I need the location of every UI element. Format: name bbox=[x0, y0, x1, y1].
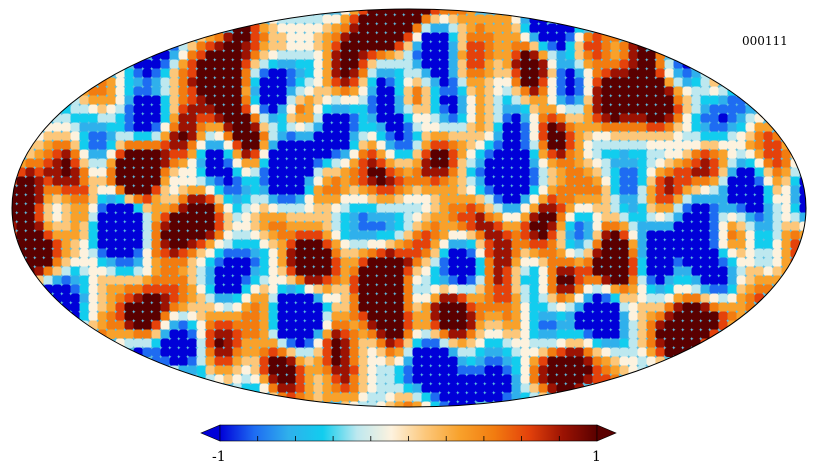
colorbar bbox=[200, 424, 617, 442]
map-outline bbox=[11, 8, 807, 408]
map-field bbox=[12, 9, 806, 407]
map-label: 000111 bbox=[742, 34, 788, 48]
colorbar-ticks bbox=[257, 436, 560, 441]
colorbar-min-label: -1 bbox=[212, 449, 226, 465]
colorbar-right-arrow bbox=[596, 424, 617, 442]
colorbar-left-arrow bbox=[200, 424, 221, 442]
colorbar-max-label: 1 bbox=[592, 449, 601, 465]
